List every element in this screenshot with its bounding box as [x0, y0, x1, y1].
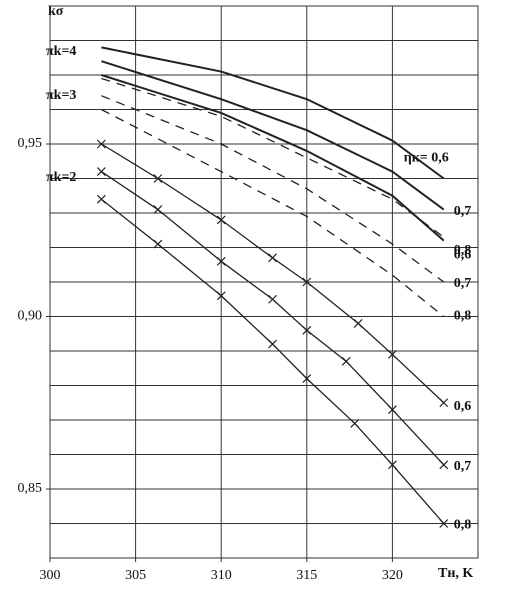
- series-line: [101, 74, 445, 242]
- x-tick-label: 305: [125, 568, 146, 583]
- marker: [153, 174, 163, 183]
- marker: [153, 205, 163, 214]
- series-line: [101, 95, 445, 283]
- marker: [341, 356, 351, 366]
- marker: [439, 398, 449, 408]
- series-label: 0,6: [454, 399, 472, 414]
- marker: [216, 291, 226, 301]
- series-line: [101, 77, 445, 238]
- marker: [153, 239, 163, 249]
- y-axis-label: kσ: [48, 4, 64, 19]
- marker: [302, 325, 312, 335]
- marker: [302, 374, 312, 384]
- marker: [353, 318, 363, 328]
- marker: [216, 256, 226, 266]
- marker: [96, 167, 106, 177]
- series-line: [101, 108, 445, 318]
- x-tick-label: 320: [382, 568, 403, 583]
- series-label: 0,7: [454, 204, 472, 219]
- marker: [387, 460, 397, 470]
- marker: [268, 253, 277, 263]
- marker: [439, 460, 449, 470]
- marker: [268, 294, 277, 304]
- series-line: [101, 60, 445, 211]
- marker: [268, 339, 277, 349]
- marker: [302, 277, 312, 287]
- annotation: πk=2: [46, 170, 76, 185]
- marker: [350, 419, 360, 428]
- series-line: [100, 198, 445, 524]
- marker: [96, 194, 106, 204]
- marker: [216, 215, 226, 225]
- x-tick-label: 300: [40, 568, 61, 583]
- x-tick-label: 315: [296, 568, 317, 583]
- series-line: [101, 143, 445, 404]
- series-line: [100, 171, 445, 466]
- series-label: 0,7: [454, 276, 472, 291]
- marker: [387, 350, 397, 359]
- x-tick-label: 310: [211, 568, 232, 583]
- series-label: ηк= 0,6: [404, 151, 449, 166]
- y-tick-label: 0,90: [18, 309, 43, 324]
- x-axis-label: Tн, K: [438, 566, 473, 581]
- marker: [96, 139, 106, 149]
- marker: [439, 519, 449, 528]
- annotation: πk=4: [46, 44, 76, 59]
- y-tick-label: 0,85: [18, 481, 43, 496]
- series-label: 0,7: [454, 459, 472, 474]
- annotation: πk=3: [46, 88, 76, 103]
- series-label: 0,8: [454, 243, 472, 258]
- y-tick-label: 0,95: [18, 136, 43, 151]
- series-line: [101, 46, 445, 180]
- series-label: 0,6: [454, 247, 472, 262]
- series-label: 0,8: [454, 309, 472, 324]
- series-label: 0,8: [454, 518, 472, 533]
- marker: [387, 405, 397, 415]
